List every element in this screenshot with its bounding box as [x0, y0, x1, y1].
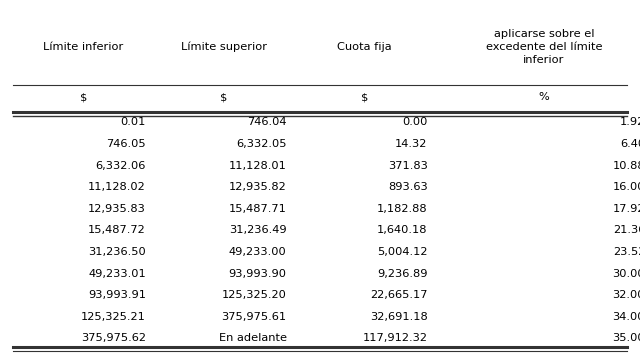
Text: 93,993.90: 93,993.90	[228, 269, 287, 279]
Text: 746.05: 746.05	[106, 139, 146, 149]
Text: 9,236.89: 9,236.89	[377, 269, 428, 279]
Text: 21.36: 21.36	[612, 225, 640, 235]
Text: aplicarse sobre el
excedente del límite
inferior: aplicarse sobre el excedente del límite …	[486, 29, 602, 64]
Text: Límite inferior: Límite inferior	[43, 42, 124, 52]
Text: 49,233.01: 49,233.01	[88, 269, 146, 279]
Text: 6.40: 6.40	[620, 139, 640, 149]
Text: 371.83: 371.83	[388, 161, 428, 171]
Text: 12,935.83: 12,935.83	[88, 204, 146, 214]
Text: 375,975.61: 375,975.61	[221, 312, 287, 322]
Text: 22,665.17: 22,665.17	[370, 290, 428, 300]
Text: 17.92: 17.92	[612, 204, 640, 214]
Text: Cuota fija: Cuota fija	[337, 42, 392, 52]
Text: 15,487.71: 15,487.71	[229, 204, 287, 214]
Text: 10.88: 10.88	[612, 161, 640, 171]
Text: 49,233.00: 49,233.00	[229, 247, 287, 257]
Text: 30.00: 30.00	[612, 269, 640, 279]
Text: 746.04: 746.04	[247, 117, 287, 127]
Text: 0.01: 0.01	[120, 117, 146, 127]
Text: 1.92: 1.92	[620, 117, 640, 127]
Text: 15,487.72: 15,487.72	[88, 225, 146, 235]
Text: 117,912.32: 117,912.32	[362, 333, 428, 343]
Text: 31,236.50: 31,236.50	[88, 247, 146, 257]
Text: 16.00: 16.00	[612, 182, 640, 192]
Text: 93,993.91: 93,993.91	[88, 290, 146, 300]
Text: 11,128.01: 11,128.01	[229, 161, 287, 171]
Text: 14.32: 14.32	[395, 139, 428, 149]
Text: 6,332.05: 6,332.05	[236, 139, 287, 149]
Text: 34.00: 34.00	[612, 312, 640, 322]
Text: 1,182.88: 1,182.88	[377, 204, 428, 214]
Text: $: $	[361, 92, 369, 102]
Text: 375,975.62: 375,975.62	[81, 333, 146, 343]
Text: 5,004.12: 5,004.12	[377, 247, 428, 257]
Text: 12,935.82: 12,935.82	[229, 182, 287, 192]
Text: 35.00: 35.00	[612, 333, 640, 343]
Text: 125,325.20: 125,325.20	[222, 290, 287, 300]
Text: Límite superior: Límite superior	[181, 41, 267, 52]
Text: $: $	[79, 92, 87, 102]
Text: En adelante: En adelante	[219, 333, 287, 343]
Text: 31,236.49: 31,236.49	[229, 225, 287, 235]
Text: 893.63: 893.63	[388, 182, 428, 192]
Text: 125,325.21: 125,325.21	[81, 312, 146, 322]
Text: 32,691.18: 32,691.18	[370, 312, 428, 322]
Text: 32.00: 32.00	[612, 290, 640, 300]
Text: 23.52: 23.52	[612, 247, 640, 257]
Text: 1,640.18: 1,640.18	[377, 225, 428, 235]
Text: 11,128.02: 11,128.02	[88, 182, 146, 192]
Text: %: %	[539, 92, 549, 102]
Text: 0.00: 0.00	[402, 117, 428, 127]
Text: $: $	[220, 92, 228, 102]
Text: 6,332.06: 6,332.06	[95, 161, 146, 171]
